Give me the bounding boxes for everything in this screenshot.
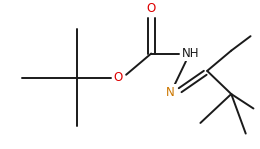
Text: O: O <box>147 2 156 15</box>
Text: N: N <box>166 86 175 99</box>
Text: O: O <box>114 71 123 84</box>
Text: NH: NH <box>182 47 199 60</box>
